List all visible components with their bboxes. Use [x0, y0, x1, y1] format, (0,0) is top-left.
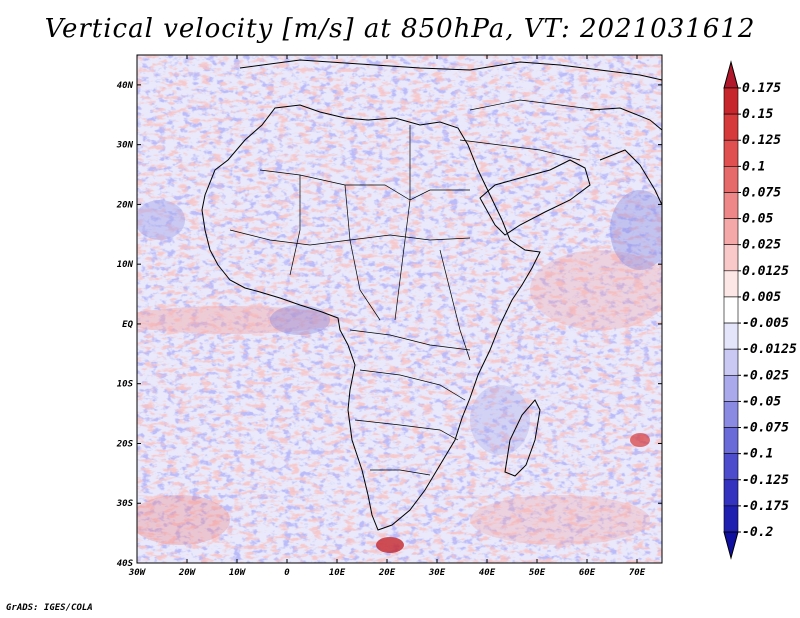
- colorbar-swatch: [723, 113, 739, 141]
- plot-frame: [136, 54, 663, 564]
- country-borders: [229, 99, 601, 476]
- colorbar-swatch: [723, 401, 739, 428]
- colorbar-swatch: [723, 139, 739, 167]
- y-tick-label: 20N: [116, 200, 134, 210]
- colorbar-label: -0.05: [742, 394, 781, 409]
- colorbar-label: -0.175: [742, 499, 789, 514]
- colorbar-label: -0.075: [742, 421, 789, 436]
- colorbar-swatch: [723, 453, 739, 481]
- x-tick-label: 10E: [329, 568, 346, 578]
- colorbar-swatch: [723, 427, 739, 454]
- y-tick-label: EQ: [122, 320, 133, 330]
- y-tick-label: 10S: [117, 380, 134, 390]
- x-tick-label: 40E: [479, 568, 496, 578]
- colorbar-label: 0.1: [742, 159, 765, 174]
- colorbar-swatch: [723, 270, 739, 298]
- colorbar-swatch: [723, 244, 739, 272]
- y-tick-label: 30N: [116, 141, 134, 151]
- colorbar-label: -0.1: [742, 447, 773, 462]
- x-tick-label: 60E: [579, 568, 596, 578]
- colorbar-swatch: [723, 505, 739, 533]
- y-tick-label: 30S: [116, 499, 134, 509]
- x-tick-label: 30E: [428, 568, 446, 578]
- colorbar-swatch: [723, 218, 739, 246]
- x-axis: 30W 20W 10W 0 10E 20E 30E 40E 50E 60E 70E: [128, 55, 646, 578]
- colorbar-swatch: [723, 374, 739, 402]
- y-tick-label: 10N: [117, 260, 134, 270]
- x-tick-label: 20E: [378, 568, 396, 578]
- colorbar-label: -0.025: [742, 368, 789, 383]
- x-tick-label: 30W: [128, 568, 147, 578]
- map-title: Vertical velocity [m/s] at 850hPa, VT: 2…: [44, 14, 756, 44]
- colorbar-label: -0.0125: [742, 342, 797, 357]
- colorbar: 0.175 0.15 0.125 0.1 0.075 0.05 0.025 0.0125 0.0…: [723, 60, 797, 560]
- x-tick-label: 0: [284, 568, 290, 578]
- colorbar-label: 0.005: [742, 290, 781, 305]
- colorbar-bottom-arrow: [723, 531, 739, 560]
- colorbar-swatch: [723, 166, 739, 193]
- footer-credit: GrADS: IGES/COLA: [6, 603, 93, 613]
- colorbar-label: 0.025: [742, 238, 781, 253]
- colorbar-label: -0.005: [742, 316, 789, 331]
- x-tick-label: 50E: [529, 568, 546, 578]
- colorbar-top-arrow: [723, 60, 739, 89]
- x-tick-label: 70E: [629, 568, 646, 578]
- y-tick-label: 20S: [116, 439, 134, 449]
- colorbar-label: -0.125: [742, 473, 789, 488]
- colorbar-label: 0.075: [742, 185, 781, 200]
- colorbar-label: 0.0125: [742, 264, 789, 279]
- colorbar-label: 0.05: [742, 212, 773, 227]
- y-axis: 40N 30N 20N 10N EQ 10S 20S 30S 40S: [116, 81, 662, 569]
- colorbar-swatch: [723, 296, 739, 324]
- colorbar-label: 0.175: [742, 81, 781, 96]
- y-tick-label: 40N: [117, 81, 134, 91]
- x-tick-label: 20W: [178, 568, 197, 578]
- colorbar-label: -0.2: [742, 525, 773, 540]
- colorbar-swatch: [723, 479, 739, 507]
- colorbar-swatch: [723, 192, 739, 219]
- y-tick-label: 40S: [117, 559, 134, 569]
- x-tick-label: 10W: [229, 568, 247, 578]
- colorbar-label: 0.15: [742, 107, 773, 122]
- colorbar-swatch: [723, 87, 739, 115]
- colorbar-swatch: [723, 348, 739, 376]
- velocity-field: [137, 55, 662, 563]
- colorbar-label: 0.125: [742, 133, 781, 148]
- coastlines: [201, 59, 663, 531]
- colorbar-swatch: [723, 322, 739, 350]
